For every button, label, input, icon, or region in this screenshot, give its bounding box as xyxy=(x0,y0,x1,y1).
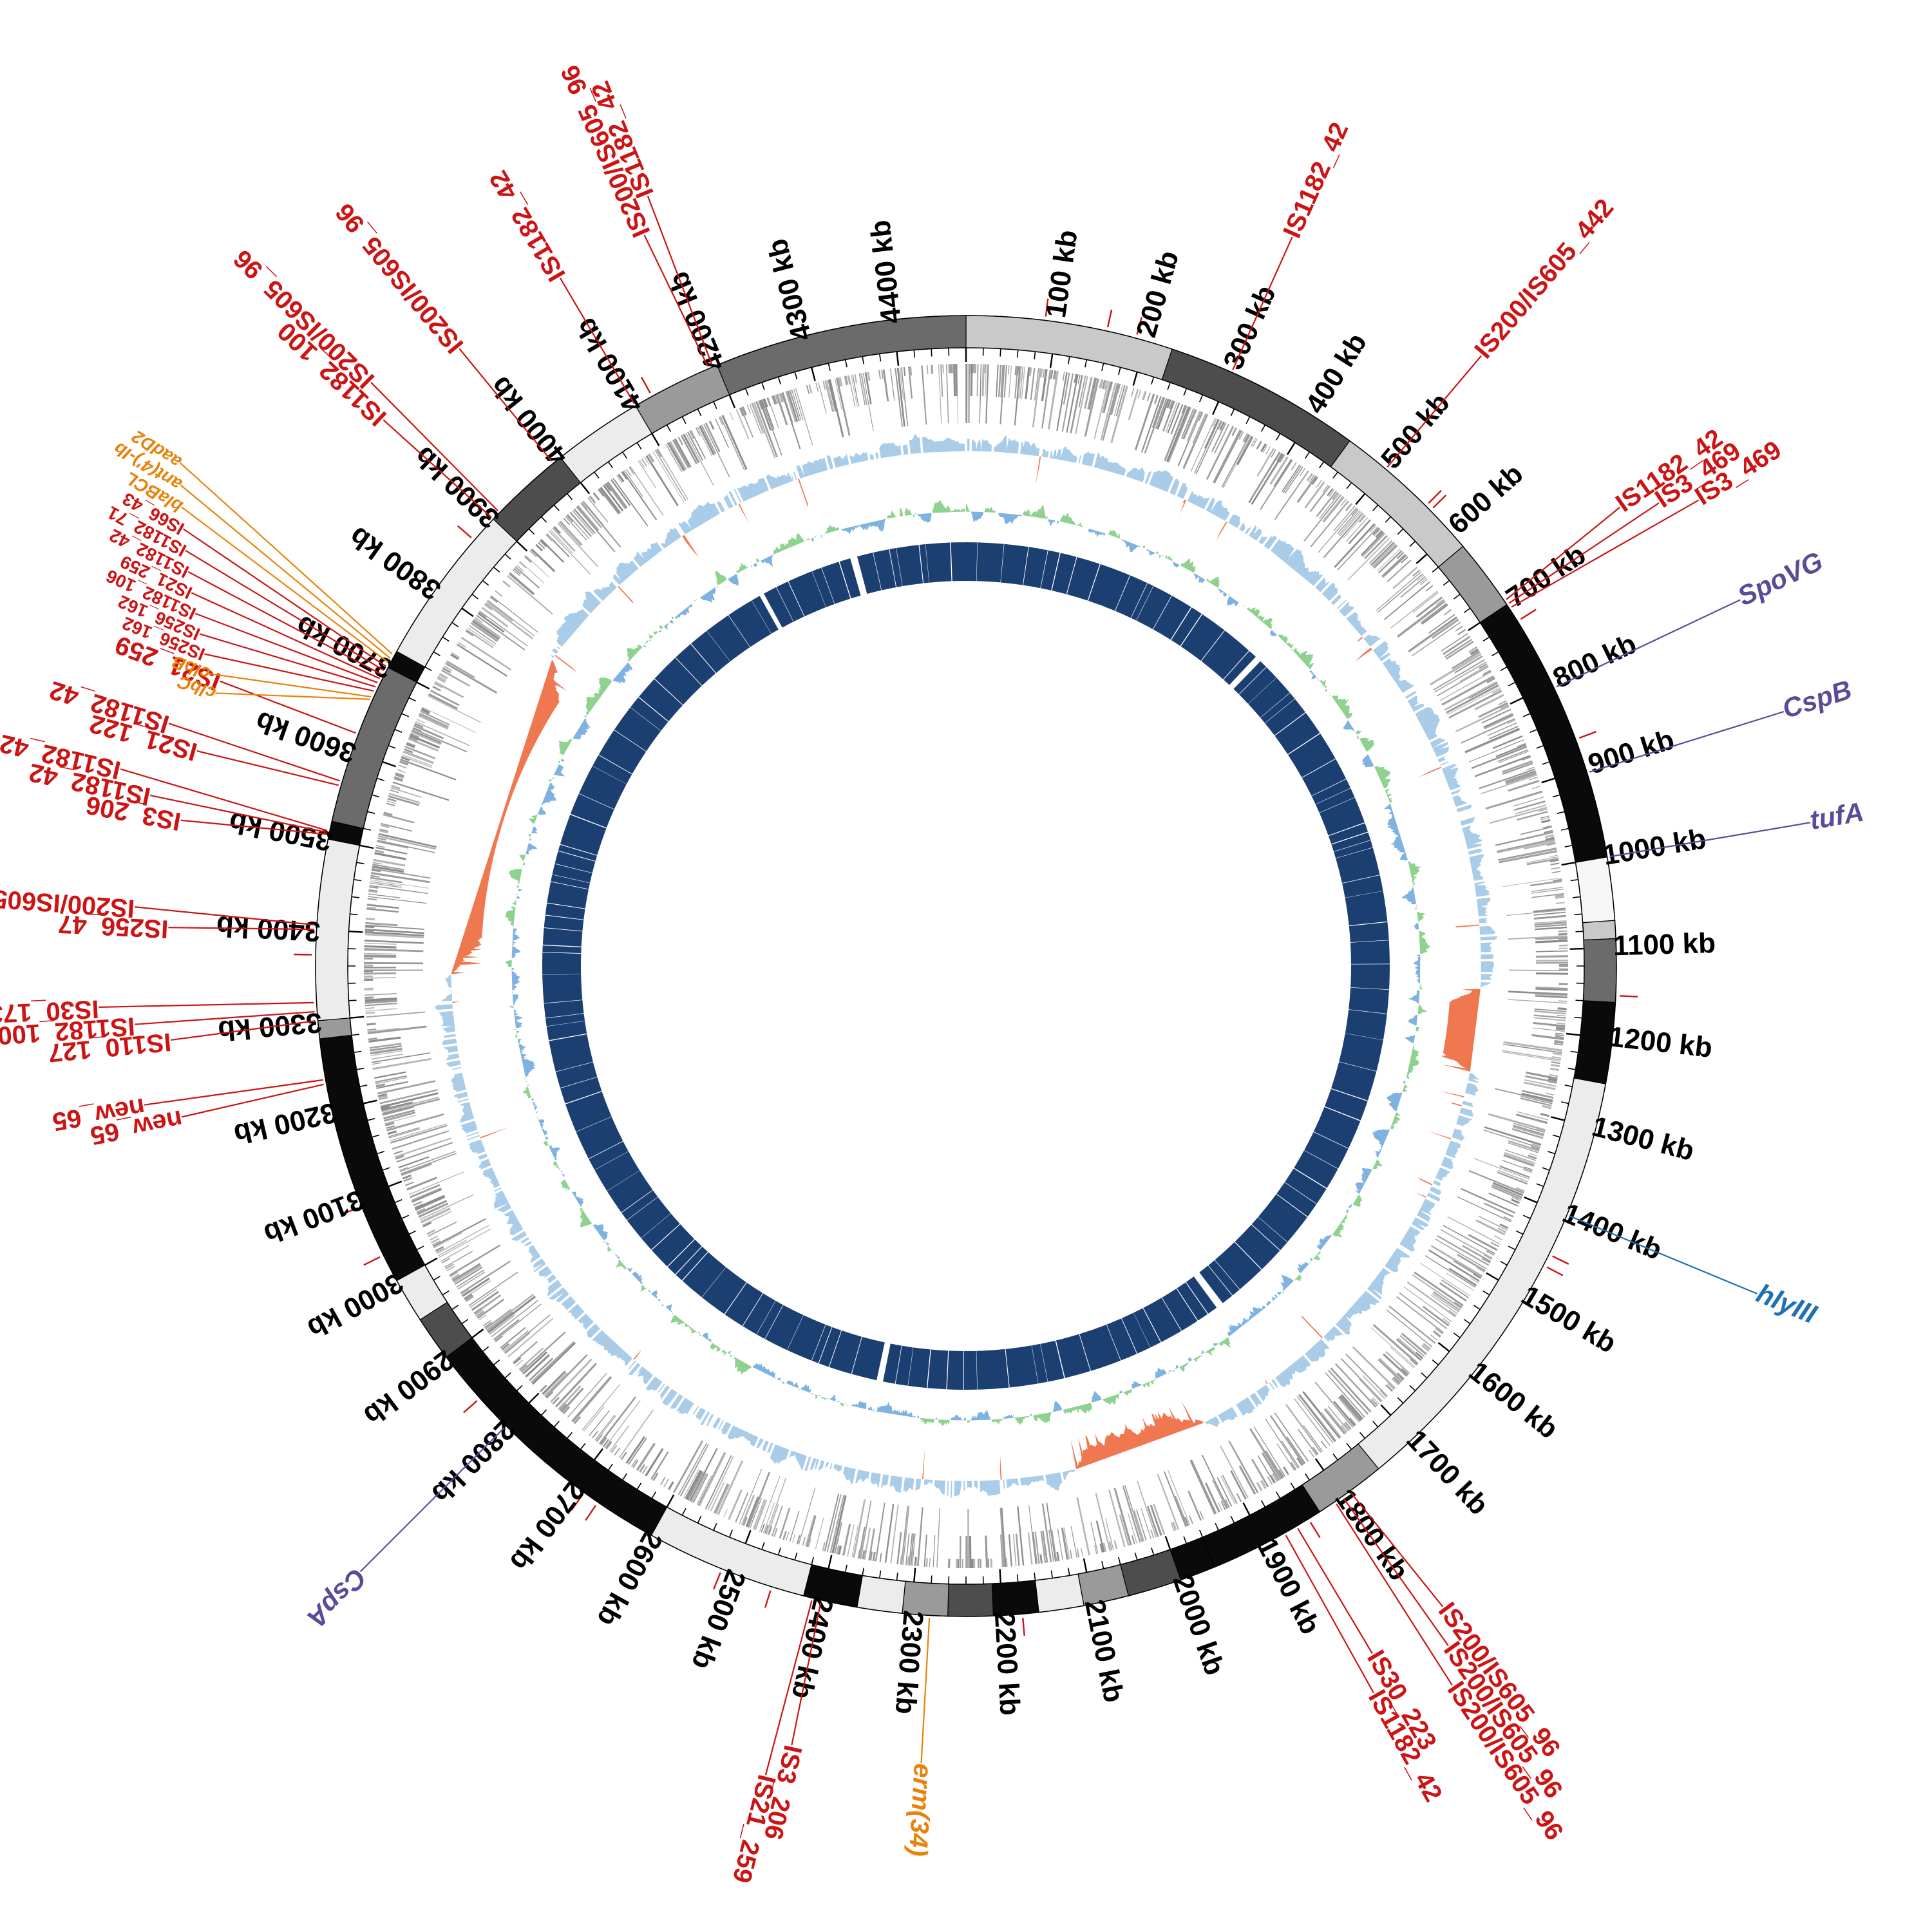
svg-text:2200 kb: 2200 kb xyxy=(989,1611,1026,1716)
svg-text:1100 kb: 1100 kb xyxy=(1613,927,1716,961)
svg-text:erm(34): erm(34) xyxy=(904,1763,937,1857)
svg-text:IS30_173: IS30_173 xyxy=(0,994,100,1028)
